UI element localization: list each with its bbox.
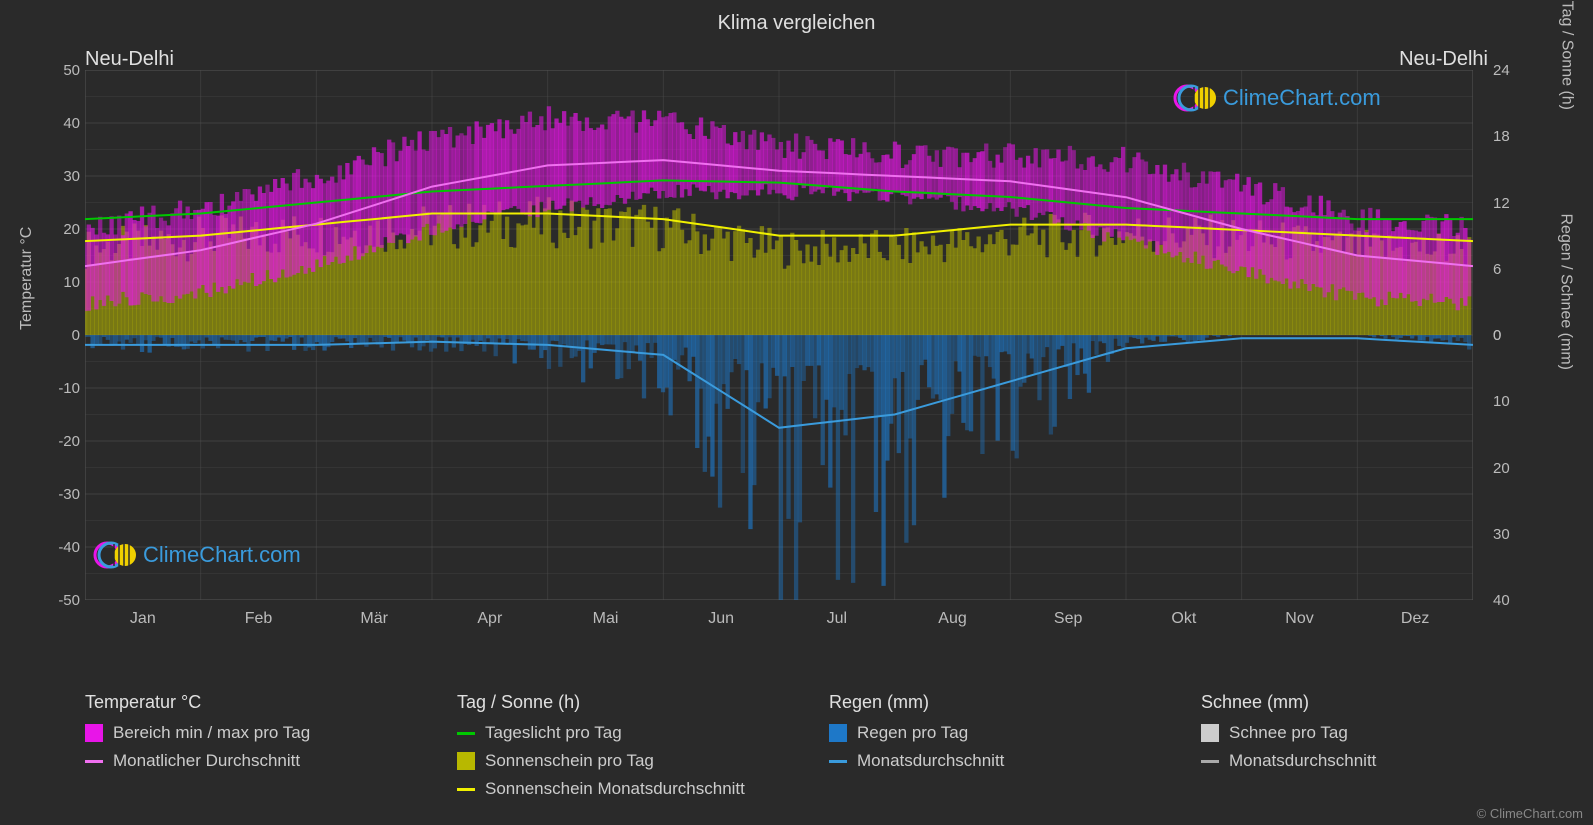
legend-swatch [457,732,475,735]
y-tick-left: -50 [48,592,80,609]
y-axis-right-lower-label: Regen / Schnee (mm) [1557,213,1575,370]
y-tick-left: -10 [48,380,80,397]
x-tick-month: Sep [1054,610,1082,628]
legend-item: Schnee pro Tag [1201,723,1543,743]
chart-title: Klima vergleichen [718,12,876,35]
legend-swatch [1201,724,1219,742]
y-tick-right-sun: 12 [1493,195,1523,212]
legend-label: Schnee pro Tag [1229,723,1348,743]
x-tick-month: Apr [477,610,502,628]
x-tick-month: Aug [938,610,966,628]
legend-label: Sonnenschein Monatsdurchschnitt [485,779,745,799]
legend-swatch [829,760,847,763]
y-tick-right-rain: 40 [1493,592,1523,609]
legend-swatch [85,724,103,742]
legend-label: Monatlicher Durchschnitt [113,751,300,771]
city-label-left: Neu-Delhi [85,48,174,71]
city-label-right: Neu-Delhi [1399,48,1488,71]
legend-swatch [1201,760,1219,763]
y-tick-left: 0 [48,327,80,344]
svg-text:ClimeChart.com: ClimeChart.com [143,542,301,567]
legend-group-title: Regen (mm) [829,692,1171,713]
y-tick-left: 10 [48,274,80,291]
x-tick-month: Jul [827,610,847,628]
x-tick-month: Jan [130,610,156,628]
y-tick-left: 30 [48,168,80,185]
y-tick-right-sun: 24 [1493,62,1523,79]
y-tick-left: 20 [48,221,80,238]
legend-item: Monatsdurchschnitt [1201,751,1543,771]
chart-container: Klima vergleichen Neu-Delhi Neu-Delhi Te… [0,0,1593,825]
legend-group-title: Temperatur °C [85,692,427,713]
y-tick-right-rain: 0 [1493,327,1523,344]
legend-label: Monatsdurchschnitt [857,751,1004,771]
y-tick-right-rain: 30 [1493,526,1523,543]
legend-swatch [829,724,847,742]
y-tick-right-rain: 10 [1493,393,1523,410]
x-tick-month: Dez [1401,610,1429,628]
legend-item: Tageslicht pro Tag [457,723,799,743]
legend-group: Schnee (mm) Schnee pro Tag Monatsdurchschn… [1201,692,1543,807]
legend-swatch [457,752,475,770]
y-tick-left: 40 [48,115,80,132]
legend-item: Monatlicher Durchschnitt [85,751,427,771]
legend-group: Tag / Sonne (h) Tageslicht pro Tag Sonnens… [457,692,799,807]
legend-label: Sonnenschein pro Tag [485,751,654,771]
y-tick-right-rain: 20 [1493,460,1523,477]
legend-label: Monatsdurchschnitt [1229,751,1376,771]
x-tick-month: Jun [708,610,734,628]
legend-item: Bereich min / max pro Tag [85,723,427,743]
legend-group: Temperatur °C Bereich min / max pro Tag Mo… [85,692,427,807]
legend-group-title: Tag / Sonne (h) [457,692,799,713]
legend: Temperatur °C Bereich min / max pro Tag Mo… [85,692,1543,807]
legend-label: Regen pro Tag [857,723,968,743]
legend-group: Regen (mm) Regen pro Tag Monatsdurchschnit… [829,692,1171,807]
y-tick-left: -20 [48,433,80,450]
y-tick-left: 50 [48,62,80,79]
legend-item: Sonnenschein pro Tag [457,751,799,771]
x-tick-month: Nov [1285,610,1313,628]
legend-item: Monatsdurchschnitt [829,751,1171,771]
copyright: © ClimeChart.com [1477,806,1583,821]
legend-group-title: Schnee (mm) [1201,692,1543,713]
y-tick-right-sun: 6 [1493,261,1523,278]
x-tick-month: Feb [245,610,273,628]
y-tick-left: -30 [48,486,80,503]
y-axis-left-label: Temperatur °C [18,227,36,330]
legend-swatch [85,760,103,763]
y-tick-left: -40 [48,539,80,556]
legend-swatch [457,788,475,791]
svg-text:ClimeChart.com: ClimeChart.com [1223,85,1381,110]
x-tick-month: Okt [1171,610,1196,628]
x-tick-month: Mai [593,610,619,628]
legend-label: Bereich min / max pro Tag [113,723,310,743]
y-axis-right-upper-label: Tag / Sonne (h) [1557,1,1575,110]
y-tick-right-sun: 18 [1493,128,1523,145]
legend-item: Sonnenschein Monatsdurchschnitt [457,779,799,799]
x-tick-month: Mär [360,610,388,628]
legend-label: Tageslicht pro Tag [485,723,622,743]
chart-plot: ClimeChart.com ClimeChart.com [85,70,1473,600]
legend-item: Regen pro Tag [829,723,1171,743]
